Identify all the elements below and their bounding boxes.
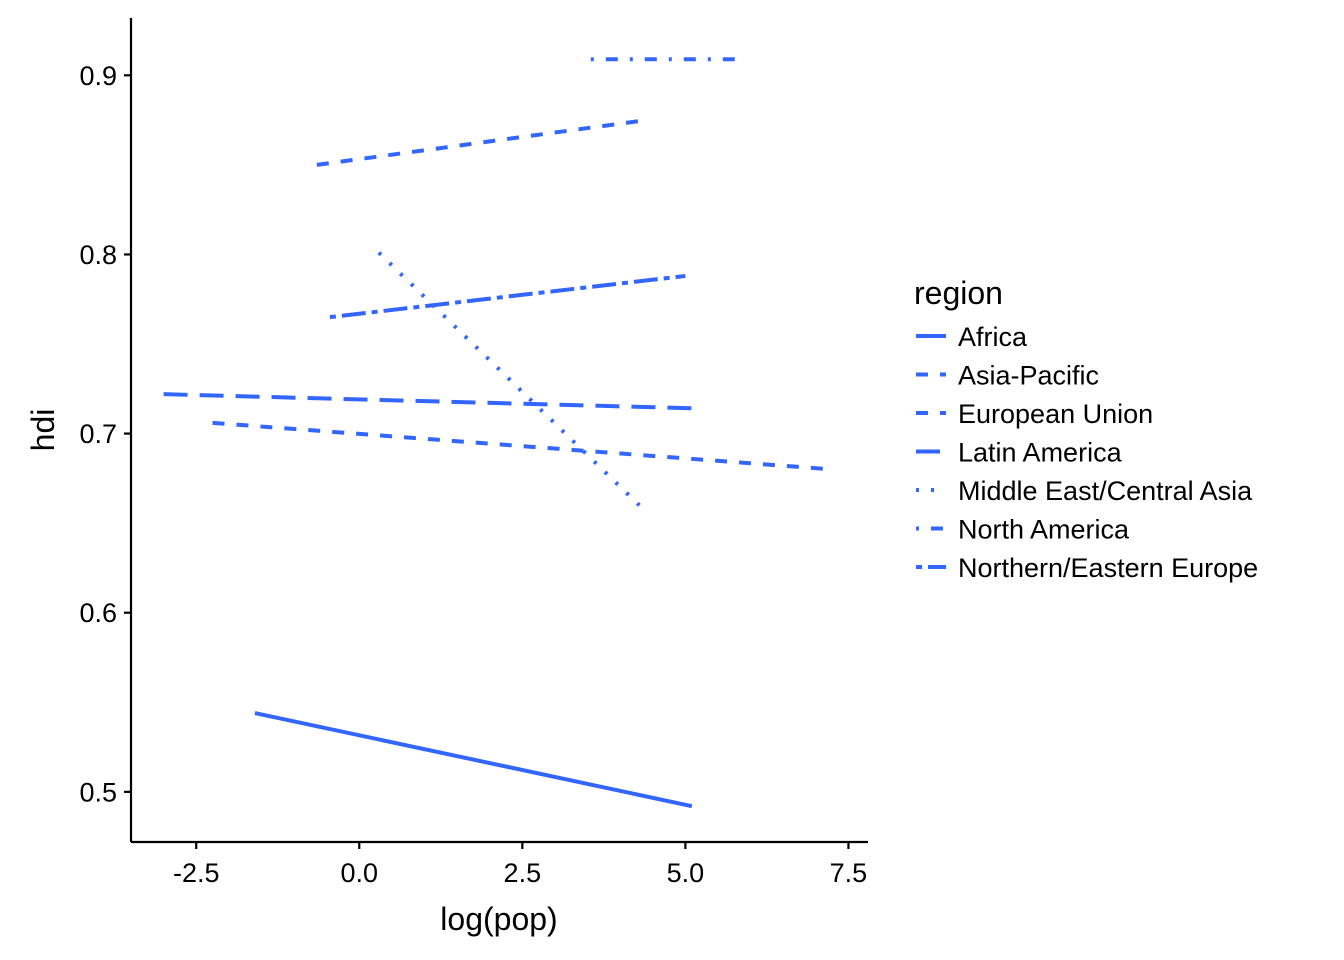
legend-items: Africa Asia-Pacific European Union Latin Am…	[916, 322, 1258, 583]
y-tick-label: 0.5	[79, 777, 117, 807]
y-axis-title: hdi	[25, 409, 61, 452]
series-line-asia-pacific	[212, 420, 833, 472]
x-tick-label: 7.5	[830, 858, 868, 888]
x-ticks: -2.5 0.0 2.5 5.0 7.5	[173, 842, 867, 888]
x-axis-title: log(pop)	[440, 901, 557, 937]
x-tick-label: 5.0	[667, 858, 705, 888]
legend-label-latin-america: Latin America	[958, 438, 1123, 468]
legend-title: region	[914, 275, 1003, 311]
y-tick-label: 0.7	[79, 419, 117, 449]
plot-lines	[163, 57, 833, 809]
legend-label-north-america: North America	[958, 515, 1130, 545]
legend-label-european-union: European Union	[958, 399, 1153, 429]
series-line-latin-america	[163, 392, 702, 411]
y-ticks: 0.5 0.6 0.7 0.8 0.9	[79, 61, 131, 807]
series-line-middle-east-central-asia	[377, 251, 645, 511]
legend: region Africa Asia-Pacific European Union L…	[914, 275, 1258, 583]
x-tick-label: 2.5	[504, 858, 542, 888]
legend-label-northern-eastern-europe: Northern/Eastern Europe	[958, 553, 1258, 583]
series-line-european-union	[316, 118, 647, 167]
series-line-northern-eastern-europe	[329, 273, 686, 320]
y-tick-label: 0.6	[79, 598, 117, 628]
y-tick-label: 0.8	[79, 240, 117, 270]
legend-label-africa: Africa	[958, 322, 1028, 352]
y-tick-label: 0.9	[79, 61, 117, 91]
x-tick-label: -2.5	[173, 858, 220, 888]
legend-label-asia-pacific: Asia-Pacific	[958, 361, 1099, 391]
x-tick-label: 0.0	[341, 858, 379, 888]
legend-label-middle-east-central-asia: Middle East/Central Asia	[958, 476, 1253, 506]
series-line-africa	[254, 711, 693, 809]
